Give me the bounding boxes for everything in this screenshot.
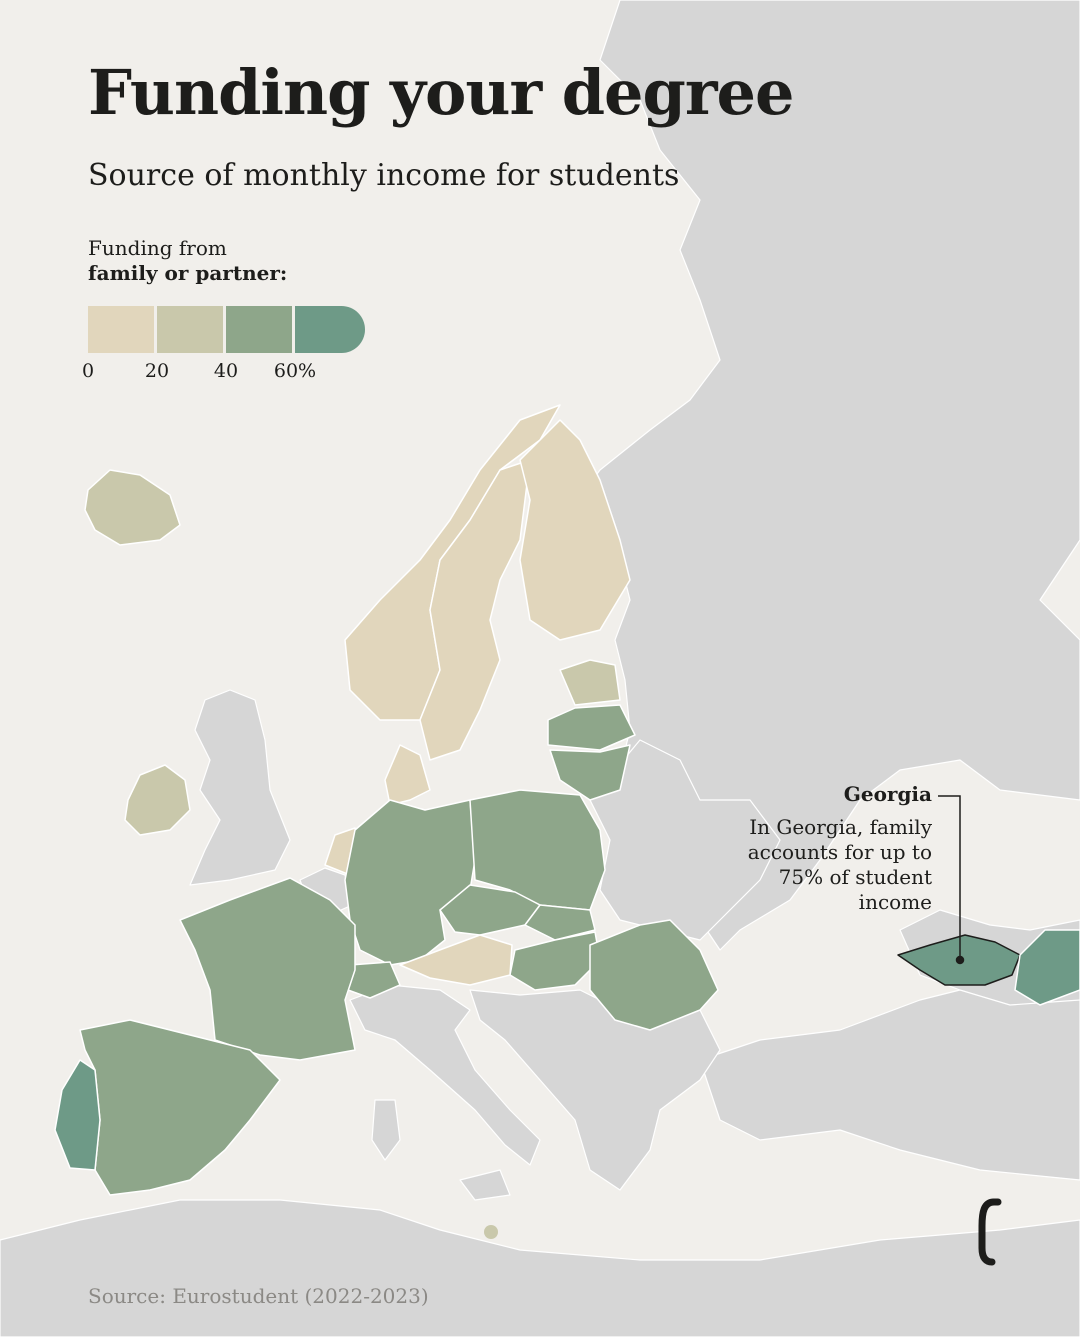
legend-color-scale [88,306,365,353]
region-france [179,877,356,1061]
annotation-country: Georgia [843,782,932,806]
region-latvia [547,704,636,751]
legend-title-line1: Funding from [88,236,227,260]
italy-land [349,984,541,1166]
belarus-ukraine-land [589,739,781,941]
region-germany [344,799,476,966]
sicily-land [459,1169,511,1201]
region-ireland [124,764,191,836]
uk-land [189,689,291,886]
north-africa-land [0,1199,1080,1337]
legend-swatch-3 [295,306,365,353]
region-portugal [54,1059,101,1171]
source-note: Source: Eurostudent (2022-2023) [88,1284,429,1308]
region-hungary [509,931,601,991]
region-sweden [419,459,531,761]
region-lithuania [549,744,631,801]
legend-tick-40: 40 [213,360,239,382]
region-slovakia [524,904,596,941]
region-denmark [384,744,431,806]
publisher-logo-icon [978,1198,1002,1266]
region-romania [589,919,719,1031]
legend-tick-20: 20 [144,360,170,382]
region-poland [469,789,606,911]
region-iceland [84,469,181,546]
balkans-land [469,989,721,1191]
georgia-annotation: Georgia In Georgia, family accounts for … [742,782,932,915]
sardinia-land [371,1099,401,1161]
region-estonia [559,659,621,706]
legend-tick-60: 60% [273,360,317,382]
legend-tick-0: 0 [81,360,95,382]
turkey-land [699,979,1080,1181]
legend-title-line2: family or partner: [88,261,288,285]
annotation-text: In Georgia, family accounts for up to 75… [747,815,932,914]
region-malta [484,1225,498,1239]
legend-swatch-2 [226,306,292,353]
region-finland [519,419,631,641]
legend-title: Funding from family or partner: [88,236,287,286]
legend-swatch-1 [157,306,223,353]
georgia-leader [938,795,965,965]
region-azerbaijan [1014,929,1080,1006]
region-austria [399,934,513,986]
page-subtitle: Source of monthly income for students [88,158,680,193]
page-title: Funding your degree [88,56,794,129]
legend-swatch-0 [88,306,154,353]
